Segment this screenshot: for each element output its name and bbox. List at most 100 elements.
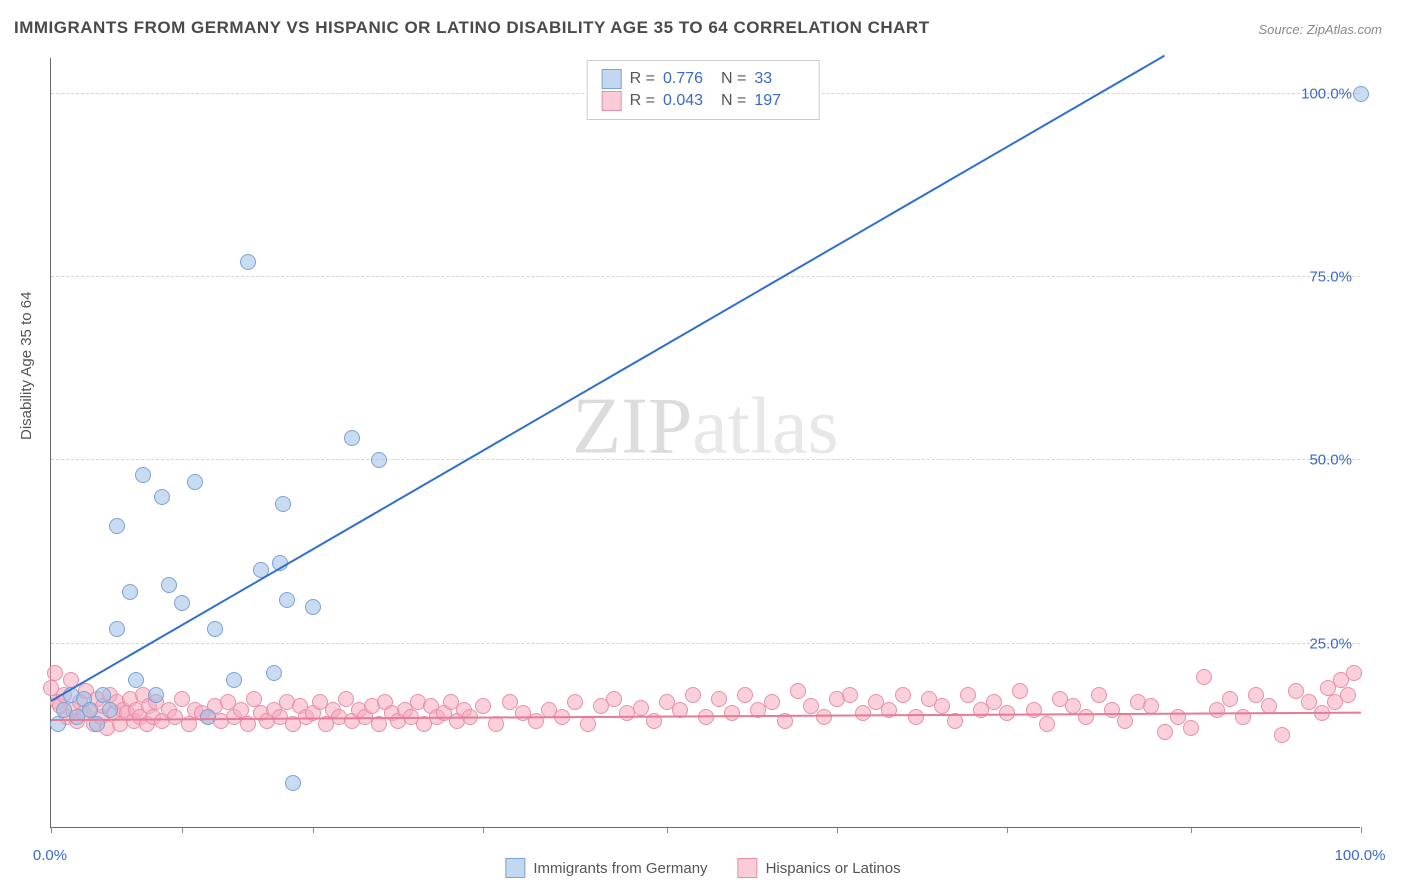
legend-stat-row: R = 0.043 N = 197: [602, 91, 805, 111]
data-point: [934, 698, 950, 714]
data-point: [685, 687, 701, 703]
data-point: [109, 518, 125, 534]
data-point: [154, 489, 170, 505]
data-point: [908, 709, 924, 725]
legend-item: Immigrants from Germany: [505, 858, 707, 878]
data-point: [567, 694, 583, 710]
data-point: [724, 705, 740, 721]
data-point: [711, 691, 727, 707]
data-point: [135, 467, 151, 483]
chart-title: IMMIGRANTS FROM GERMANY VS HISPANIC OR L…: [14, 18, 930, 38]
y-axis-label: Disability Age 35 to 64: [18, 292, 35, 440]
data-point: [174, 595, 190, 611]
data-point: [1346, 665, 1362, 681]
data-point: [102, 702, 118, 718]
data-point: [47, 665, 63, 681]
data-point: [895, 687, 911, 703]
data-point: [128, 672, 144, 688]
data-point: [371, 452, 387, 468]
data-point: [1143, 698, 1159, 714]
data-point: [1353, 86, 1369, 102]
data-point: [266, 665, 282, 681]
r-label: R =: [630, 70, 655, 88]
legend-stat-row: R = 0.776 N = 33: [602, 69, 805, 89]
xtick: [1191, 827, 1192, 833]
legend-swatch: [602, 91, 622, 111]
legend-item: Hispanics or Latinos: [738, 858, 901, 878]
data-point: [233, 702, 249, 718]
data-point: [82, 702, 98, 718]
legend-label: Hispanics or Latinos: [766, 860, 901, 877]
plot-area: ZIPatlas 25.0%50.0%75.0%100.0%: [50, 58, 1360, 828]
data-point: [305, 599, 321, 615]
data-point: [960, 687, 976, 703]
data-point: [148, 687, 164, 703]
n-value: 197: [754, 92, 804, 110]
data-point: [285, 775, 301, 791]
data-point: [207, 621, 223, 637]
data-point: [246, 691, 262, 707]
xtick-label-right: 100.0%: [1335, 847, 1386, 864]
data-point: [698, 709, 714, 725]
n-label: N =: [721, 92, 746, 110]
data-point: [1209, 702, 1225, 718]
data-point: [275, 496, 291, 512]
data-point: [1340, 687, 1356, 703]
data-point: [161, 577, 177, 593]
data-point: [187, 474, 203, 490]
data-point: [1222, 691, 1238, 707]
ytick-label: 25.0%: [1309, 635, 1352, 652]
data-point: [1039, 716, 1055, 732]
xtick: [837, 827, 838, 833]
xtick: [1361, 827, 1362, 833]
legend-swatch: [602, 69, 622, 89]
n-label: N =: [721, 70, 746, 88]
data-point: [226, 672, 242, 688]
data-point: [1091, 687, 1107, 703]
data-point: [855, 705, 871, 721]
data-point: [475, 698, 491, 714]
legend-stats: R = 0.776 N = 33 R = 0.043 N = 197: [587, 60, 820, 120]
data-point: [842, 687, 858, 703]
source-label: Source: ZipAtlas.com: [1258, 22, 1382, 37]
data-point: [344, 430, 360, 446]
legend-label: Immigrants from Germany: [533, 860, 707, 877]
legend-swatch: [738, 858, 758, 878]
data-point: [371, 716, 387, 732]
r-value: 0.776: [663, 70, 713, 88]
xtick: [182, 827, 183, 833]
data-point: [200, 709, 216, 725]
data-point: [279, 592, 295, 608]
data-point: [633, 700, 649, 716]
data-point: [1274, 727, 1290, 743]
data-point: [95, 687, 111, 703]
legend-swatch: [505, 858, 525, 878]
gridline: [51, 459, 1360, 460]
data-point: [1026, 702, 1042, 718]
data-point: [109, 621, 125, 637]
data-point: [790, 683, 806, 699]
xtick: [667, 827, 668, 833]
data-point: [1117, 713, 1133, 729]
data-point: [1012, 683, 1028, 699]
data-point: [1196, 669, 1212, 685]
n-value: 33: [754, 70, 804, 88]
r-value: 0.043: [663, 92, 713, 110]
data-point: [528, 713, 544, 729]
data-point: [737, 687, 753, 703]
data-point: [488, 716, 504, 732]
ytick-label: 75.0%: [1309, 269, 1352, 286]
data-point: [1157, 724, 1173, 740]
data-point: [1078, 709, 1094, 725]
trend-line: [50, 55, 1165, 702]
ytick-label: 50.0%: [1309, 452, 1352, 469]
xtick: [1007, 827, 1008, 833]
gridline: [51, 643, 1360, 644]
data-point: [816, 709, 832, 725]
data-point: [1183, 720, 1199, 736]
xtick: [51, 827, 52, 833]
legend-series: Immigrants from Germany Hispanics or Lat…: [505, 858, 900, 878]
xtick-label-left: 0.0%: [33, 847, 67, 864]
r-label: R =: [630, 92, 655, 110]
data-point: [240, 254, 256, 270]
